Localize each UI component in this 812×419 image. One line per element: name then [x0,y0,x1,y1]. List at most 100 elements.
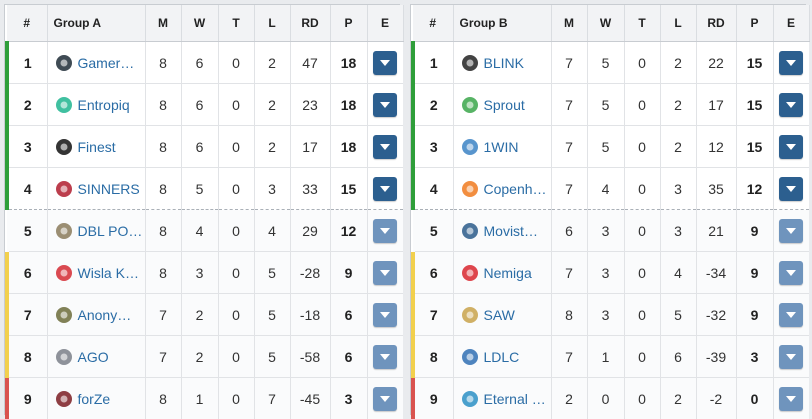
matches: 8 [145,41,182,84]
points: 9 [330,251,368,294]
ties: 0 [218,335,255,378]
table-row: 4 SINNERS 8 5 0 3 33 15 [5,167,403,210]
expand-button[interactable] [373,302,398,327]
team-name[interactable]: Wisla K… [77,264,139,281]
expand-button[interactable] [373,344,398,369]
matches: 7 [551,41,588,84]
expand-button[interactable] [373,176,398,201]
expand-button[interactable] [779,92,804,117]
team-cell[interactable]: Wisla K… [47,251,146,294]
position: 7 [5,293,48,336]
team-name[interactable]: Gamer… [77,54,135,71]
table-row: 1 BLINK 7 5 0 2 22 15 [411,41,809,84]
round-difference: 47 [290,41,331,84]
expand-button[interactable] [373,92,398,117]
team-cell[interactable]: forZe [47,377,146,419]
team-cell[interactable]: Copenh… [453,167,552,210]
team-cell[interactable]: LDLC [453,335,552,378]
team-cell[interactable]: Nemiga [453,251,552,294]
team-name[interactable]: Movist… [483,222,538,239]
team-cell[interactable]: Eternal … [453,377,552,419]
ago-icon [55,348,72,365]
expand-button[interactable] [373,134,398,159]
expand-button[interactable] [779,260,804,285]
expand-button[interactable] [779,218,804,243]
position: 7 [411,293,454,336]
points: 18 [330,41,368,84]
team-name[interactable]: DBL PO… [77,222,143,239]
expand-button[interactable] [373,260,398,285]
expand-button[interactable] [779,134,804,159]
col-m: M [551,5,588,42]
team-cell[interactable]: Finest [47,125,146,168]
team-cell[interactable]: SAW [453,293,552,336]
team-cell[interactable]: Sprout [453,83,552,126]
team-name[interactable]: SINNERS [77,180,140,197]
wins: 6 [181,125,219,168]
team-cell[interactable]: Anony… [47,293,146,336]
team-name[interactable]: Nemiga [483,264,532,281]
team-name[interactable]: 1WIN [483,138,519,155]
expand-cell [773,125,809,168]
position: 6 [411,251,454,294]
table-row: 3 Finest 8 6 0 2 17 18 [5,125,403,168]
wins: 3 [181,251,219,294]
position: 4 [5,167,48,210]
col-pos: # [7,5,48,42]
team-cell[interactable]: Gamer… [47,41,146,84]
team-cell[interactable]: SINNERS [47,167,146,210]
expand-button[interactable] [373,218,398,243]
round-difference: -34 [696,251,737,294]
expand-cell [773,41,809,84]
team-name[interactable]: Entropiq [77,96,130,113]
wins: 6 [181,41,219,84]
team-name[interactable]: Copenh… [483,180,547,197]
table-row: 8 LDLC 7 1 0 6 -39 3 [411,335,809,378]
table-row: 6 Nemiga 7 3 0 4 -34 9 [411,251,809,294]
team-cell[interactable]: Entropiq [47,83,146,126]
team-cell[interactable]: Movist… [453,209,552,252]
header-row: # Group B M W T L RD P E [413,5,810,42]
team-name[interactable]: Anony… [77,306,132,323]
round-difference: 33 [290,167,331,210]
expand-button[interactable] [779,50,804,75]
wisla-icon [55,264,72,281]
points: 0 [736,377,774,419]
header-row: # Group A M W T L RD P E [7,5,404,42]
matches: 7 [551,167,588,210]
team-cell[interactable]: DBL PO… [47,209,146,252]
expand-button[interactable] [779,302,804,327]
team-name[interactable]: Finest [77,138,116,155]
team-name[interactable]: AGO [77,348,109,365]
losses: 2 [660,125,697,168]
position: 3 [411,125,454,168]
team-cell[interactable]: 1WIN [453,125,552,168]
table-row: 8 AGO 7 2 0 5 -58 6 [5,335,403,378]
team-name[interactable]: SAW [483,306,515,323]
team-name[interactable]: forZe [77,390,111,407]
expand-cell [367,83,403,126]
position: 2 [411,83,454,126]
wins: 1 [181,377,219,419]
position: 3 [5,125,48,168]
position: 1 [411,41,454,84]
ties: 0 [218,251,255,294]
points: 15 [330,167,368,210]
team-name[interactable]: BLINK [483,54,524,71]
table-row: 5 DBL PO… 8 4 0 4 29 12 [7,209,403,252]
expand-button[interactable] [779,386,804,411]
team-cell[interactable]: BLINK [453,41,552,84]
group-name: Group A [47,5,146,42]
expand-button[interactable] [779,176,804,201]
expand-button[interactable] [373,386,398,411]
team-name[interactable]: Eternal … [483,390,546,407]
ties: 0 [624,83,661,126]
team-cell[interactable]: AGO [47,335,146,378]
expand-button[interactable] [373,50,398,75]
forze-icon [55,390,72,407]
team-name[interactable]: Sprout [483,96,525,113]
col-e: E [367,5,404,42]
position: 9 [411,377,454,419]
team-name[interactable]: LDLC [483,348,520,365]
expand-button[interactable] [779,344,804,369]
